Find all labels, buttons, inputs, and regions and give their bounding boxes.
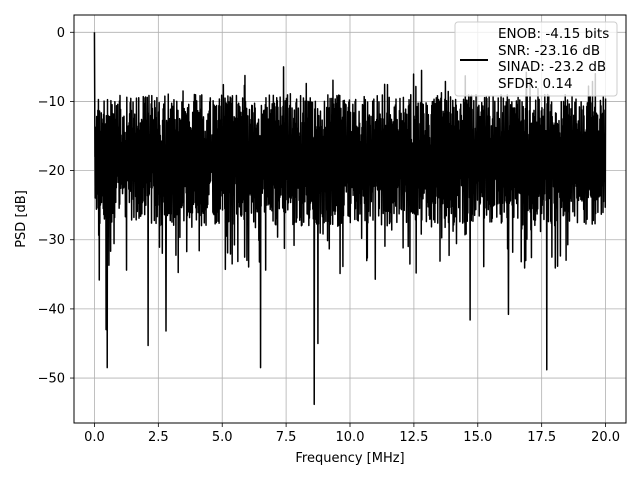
x-tick-label: 5.0: [212, 430, 233, 445]
y-tick-label: −20: [38, 164, 65, 179]
y-axis-ticks: 0 −10 −20 −30 −40 −50: [38, 26, 74, 387]
legend-entry-sinad: SINAD: -23.2 dB: [498, 59, 606, 75]
legend-entry-sfdr: SFDR: 0.14: [498, 76, 573, 92]
y-axis-label: PSD [dB]: [14, 190, 29, 248]
x-tick-label: 0.0: [84, 430, 105, 445]
y-tick-label: −30: [38, 233, 65, 248]
y-tick-label: −10: [38, 95, 65, 110]
y-tick-label: 0: [57, 26, 65, 41]
legend-box: [454, 21, 618, 97]
y-tick-label: −40: [38, 302, 65, 317]
x-axis-ticks: 0.0 2.5 5.0 7.5 10.0 12.5 15.0 17.5 20.0: [84, 423, 620, 445]
psd-signal: [93, 32, 607, 406]
x-tick-label: 12.5: [399, 430, 428, 445]
x-axis-label: Frequency [MHz]: [295, 451, 404, 466]
x-tick-label: 7.5: [276, 430, 297, 445]
x-tick-label: 2.5: [148, 430, 169, 445]
legend-entry-enob: ENOB: -4.15 bits: [498, 26, 609, 42]
psd-series-line: [93, 32, 607, 406]
legend-entry-snr: SNR: -23.16 dB: [498, 43, 600, 59]
x-tick-label: 17.5: [527, 430, 556, 445]
legend: ENOB: -4.15 bits SNR: -23.16 dB SINAD: -…: [454, 21, 618, 97]
x-tick-label: 20.0: [591, 430, 620, 445]
x-tick-label: 10.0: [336, 430, 365, 445]
y-tick-label: −50: [38, 372, 65, 387]
x-tick-label: 15.0: [463, 430, 492, 445]
